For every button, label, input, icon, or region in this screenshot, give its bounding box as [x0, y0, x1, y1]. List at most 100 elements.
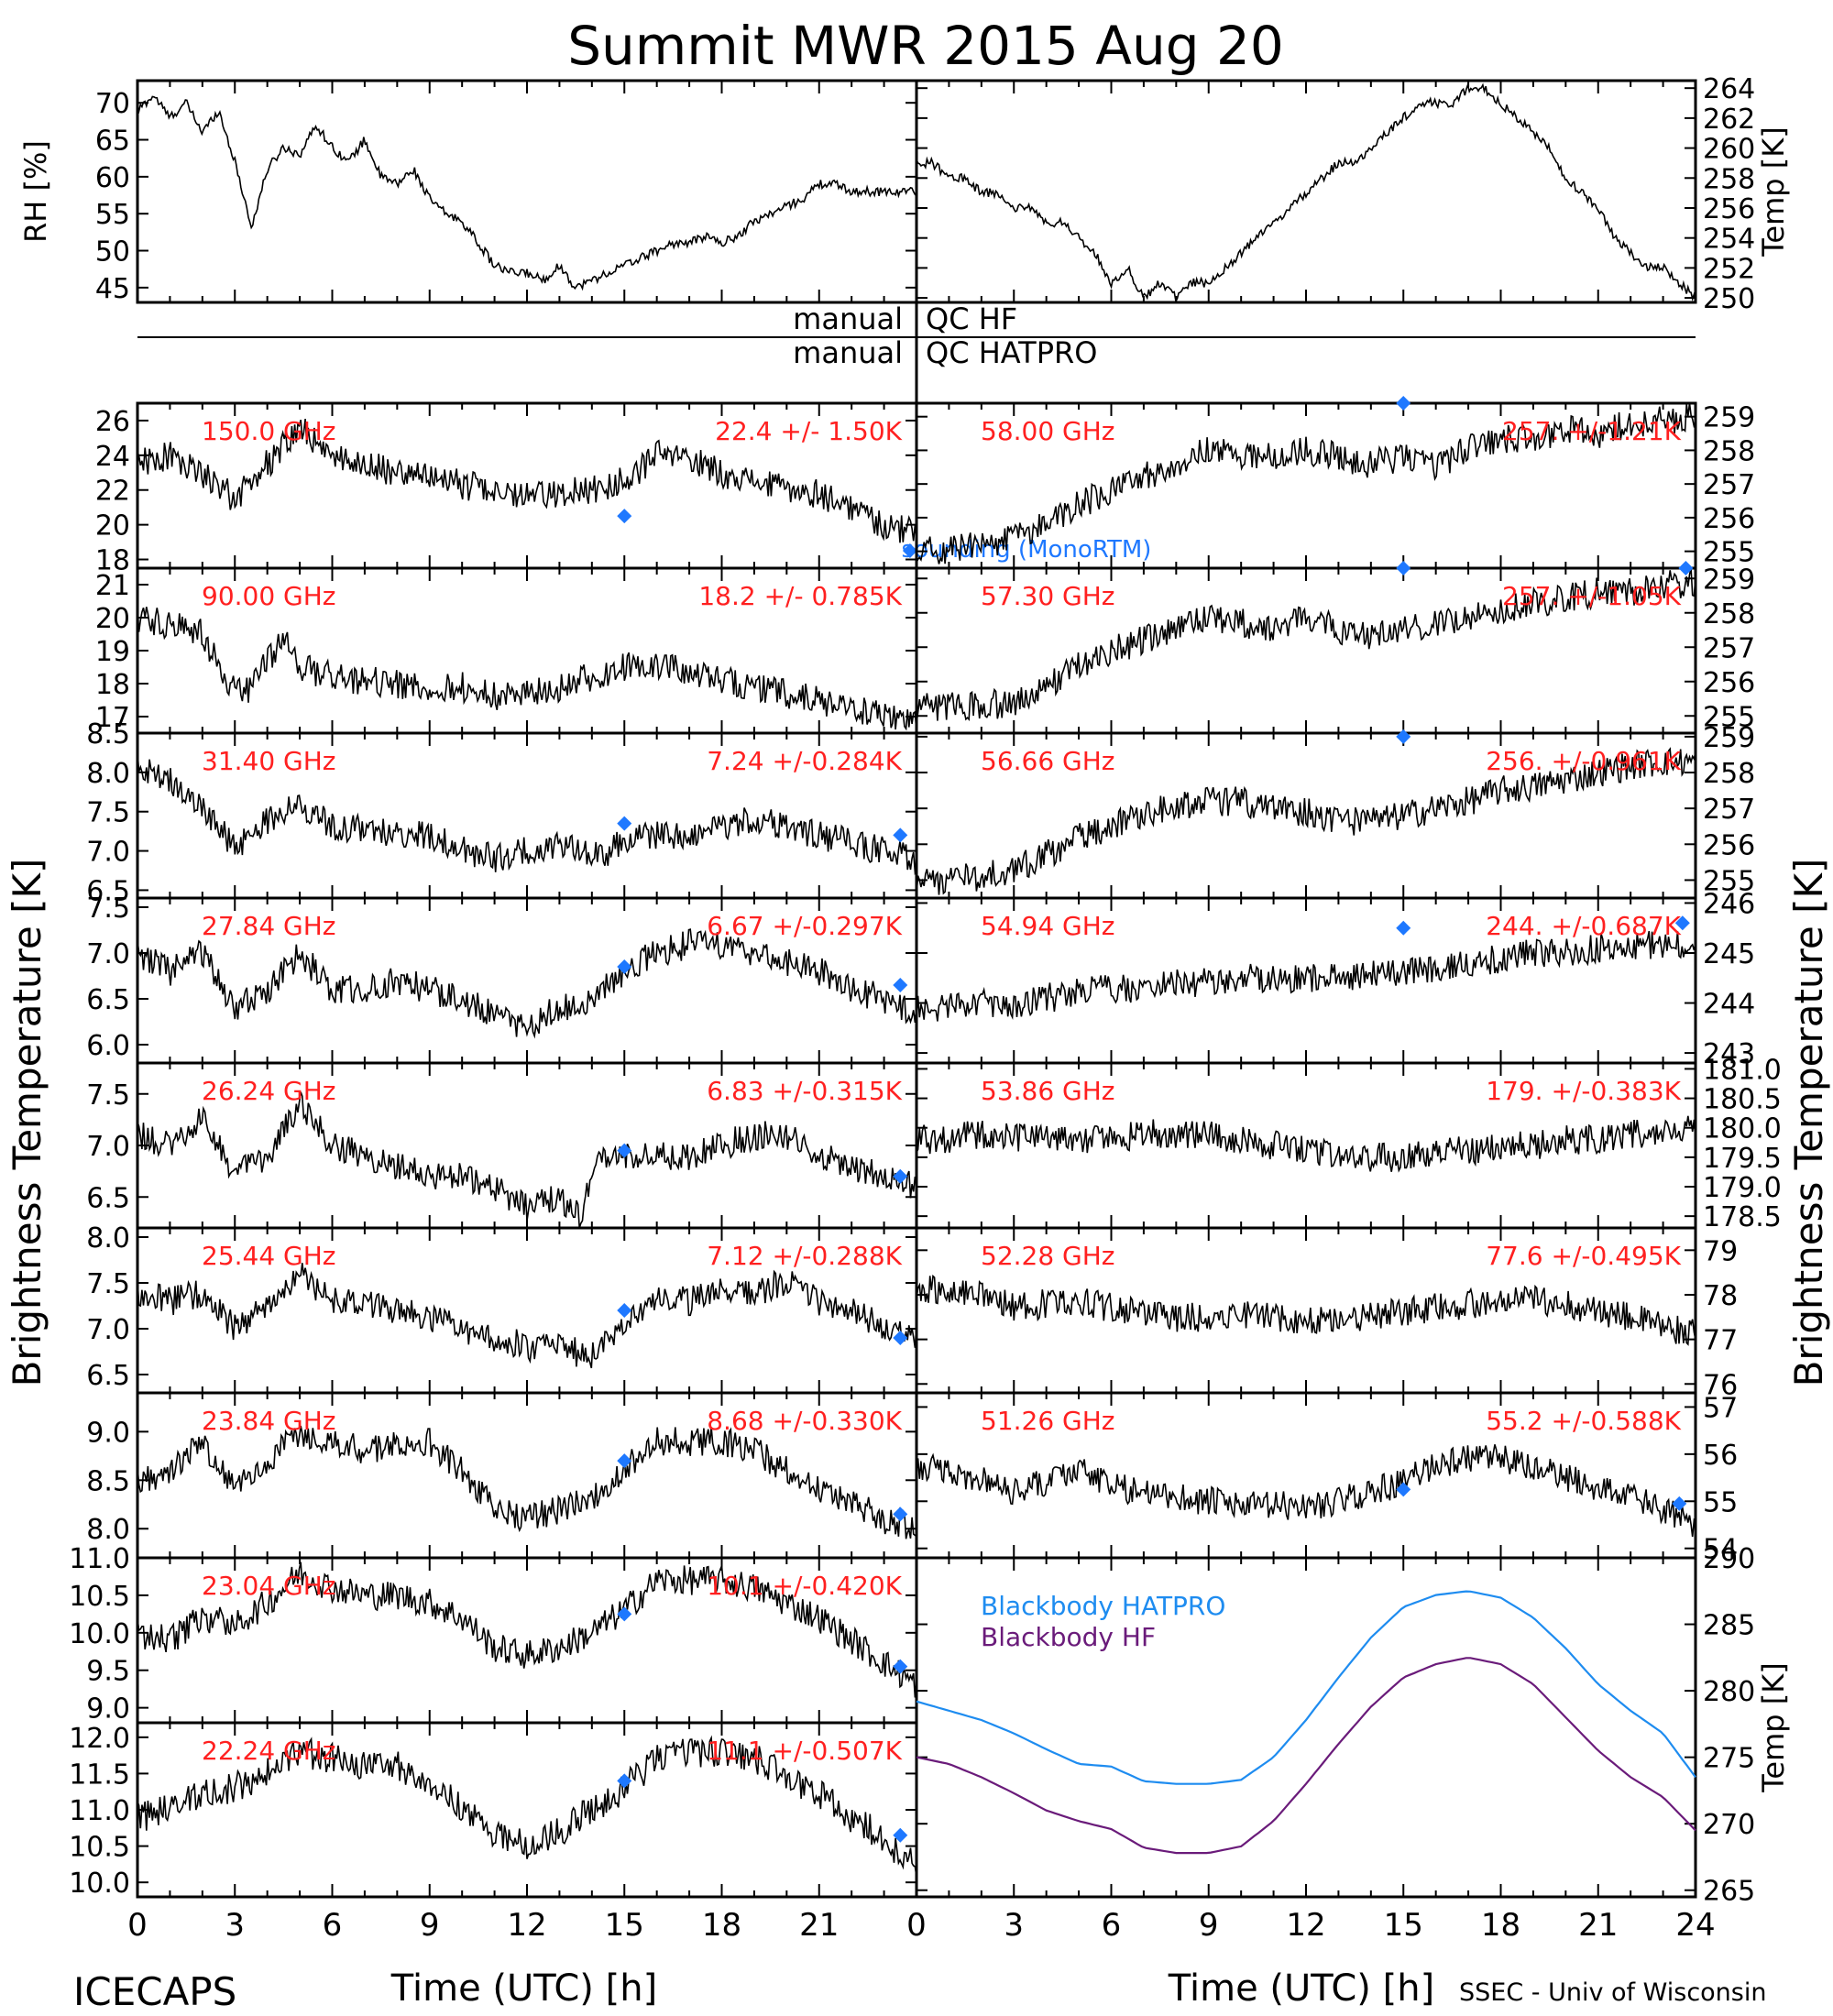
channel-label: 53.86 GHz [981, 1076, 1115, 1106]
series-line-tb-2544 [137, 1263, 917, 1369]
sounding-point [893, 1331, 908, 1345]
y-tick-label: 45 [95, 273, 130, 305]
y-tick-label: 6.5 [86, 1360, 130, 1392]
series-line-rh [137, 95, 917, 291]
sounding-point [617, 1303, 632, 1318]
x-tick-label: 3 [1004, 1907, 1024, 1944]
y-tick-label: 259 [1703, 722, 1755, 754]
channel-label: 26.24 GHz [202, 1076, 336, 1106]
y-tick-label: 7.5 [86, 893, 130, 925]
sounding-point [617, 1453, 632, 1469]
series-line-blackbody-hatpro [916, 1590, 1696, 1785]
y-tick-label: 180.0 [1703, 1113, 1782, 1145]
sounding-point [893, 1827, 908, 1843]
sounding-point [1396, 920, 1411, 936]
y-tick-label: 79 [1703, 1235, 1738, 1267]
y-tick-label: 262 [1703, 104, 1755, 136]
y-tick-label: 258 [1703, 435, 1755, 467]
panel-tb-2624: 6.5 7.0 7.5 26.24 GHz 6.83 +/-0.315K [86, 1061, 918, 1230]
panel-frame [915, 79, 1697, 304]
series-line-blackbody-hf [916, 1657, 1696, 1855]
channel-label: 23.04 GHz [202, 1571, 336, 1601]
y-tick-label: 259 [1703, 564, 1755, 596]
sounding-point [617, 1606, 632, 1622]
sounding-point [1672, 1496, 1687, 1511]
series-line-tb-2624 [137, 1091, 917, 1229]
y-tick-label: 6.5 [86, 1182, 130, 1214]
channel-stat: 7.12 +/-0.288K [707, 1241, 902, 1271]
y-tick-label: 264 [1703, 73, 1755, 105]
y-tick-label: 178.5 [1703, 1201, 1782, 1233]
y-tick-label: 258 [1703, 163, 1755, 195]
channel-label: 58.00 GHz [981, 416, 1115, 446]
y-tick-label: 252 [1703, 253, 1755, 285]
y-tick-label: 8.0 [86, 1222, 130, 1255]
series-line-tb-2304 [137, 1561, 917, 1698]
channel-label: 52.28 GHz [981, 1241, 1115, 1271]
channel-label: 31.40 GHz [202, 746, 336, 776]
y-tick-label: 78 [1703, 1280, 1738, 1312]
y-tick-label: 57 [1703, 1392, 1738, 1424]
y-tick-label: 179.5 [1703, 1143, 1782, 1175]
y-tick-label: 257 [1703, 469, 1755, 501]
x-tick-label: 12 [1286, 1907, 1325, 1944]
sounding-point [1396, 396, 1411, 411]
channel-stat: 8.68 +/-0.330K [707, 1406, 902, 1436]
x-tick-label: 9 [1199, 1907, 1219, 1944]
y-tick-label: 244 [1703, 989, 1755, 1021]
y-tick-label: 270 [1703, 1809, 1755, 1841]
sounding-point [893, 1659, 908, 1674]
y-tick-label: 54 [1703, 1534, 1738, 1566]
channel-stat: 244. +/-0.687K [1486, 911, 1681, 941]
sounding-point [893, 1507, 908, 1522]
y-tick-label: 76 [1703, 1369, 1738, 1401]
series-line-tb-2384 [137, 1425, 917, 1539]
y-tick-label: 8.5 [86, 1465, 130, 1497]
series-line-tb-5126 [916, 1444, 1696, 1538]
y-tick-label: 181.0 [1703, 1054, 1782, 1086]
channel-label: 56.66 GHz [981, 746, 1115, 776]
y-tick-label: 9.0 [86, 1417, 130, 1449]
sounding-point [893, 827, 908, 843]
sounding-point [1678, 561, 1694, 575]
y-tick-label: 8.0 [86, 1514, 130, 1546]
series-line-tb-5730 [916, 567, 1696, 724]
footer-left: ICECAPS [73, 1969, 236, 2014]
sounding-point [902, 543, 917, 559]
y-tick-label: 7.5 [86, 1268, 130, 1300]
channel-label: 54.94 GHz [981, 911, 1115, 941]
y-tick-label: 260 [1703, 134, 1755, 166]
y-tick-label: 12.0 [69, 1723, 130, 1755]
y-tick-label: 55 [1703, 1486, 1738, 1518]
legend-entry: Blackbody HF [981, 1622, 1156, 1652]
y-tick-label: 20 [95, 603, 130, 635]
panel-tb-5494: 243 244 245 246 54.94 GHz 244. +/-0.687K [915, 888, 1755, 1070]
x-tick-label: 0 [127, 1907, 148, 1944]
sounding-point [617, 509, 632, 524]
sounding-point [1396, 561, 1411, 575]
panel-y-axis-label: Temp [K] [1756, 1662, 1791, 1792]
y-tick-label: 21 [95, 570, 130, 602]
y-tick-label: 275 [1703, 1743, 1755, 1775]
y-tick-label: 6.5 [86, 875, 130, 907]
series-line-tb-2784 [137, 928, 917, 1039]
y-tick-label: 258 [1703, 598, 1755, 630]
y-tick-label: 55 [95, 199, 130, 231]
x-tick-label: 18 [702, 1907, 741, 1944]
panel-tb-2544: 6.5 7.0 7.5 8.0 25.44 GHz 7.12 +/-0.288K [86, 1222, 918, 1395]
y-tick-label: 245 [1703, 938, 1755, 970]
y-tick-label: 60 [95, 162, 130, 194]
y-tick-label: 17 [95, 702, 130, 734]
y-tick-label: 11.0 [69, 1543, 130, 1575]
y-tick-label: 280 [1703, 1676, 1755, 1708]
y-tick-label: 257 [1703, 632, 1755, 664]
x-tick-label: 24 [1675, 1907, 1715, 1944]
y-tick-label: 7.0 [86, 938, 130, 970]
panel-tb-2384: 8.0 8.5 9.0 23.84 GHz 8.68 +/-0.330K [86, 1391, 918, 1560]
y-tick-label: 243 [1703, 1038, 1755, 1070]
x-axis-label-right: Time (UTC) [h] [1168, 1967, 1434, 2010]
y-tick-label: 6.0 [86, 1030, 130, 1062]
